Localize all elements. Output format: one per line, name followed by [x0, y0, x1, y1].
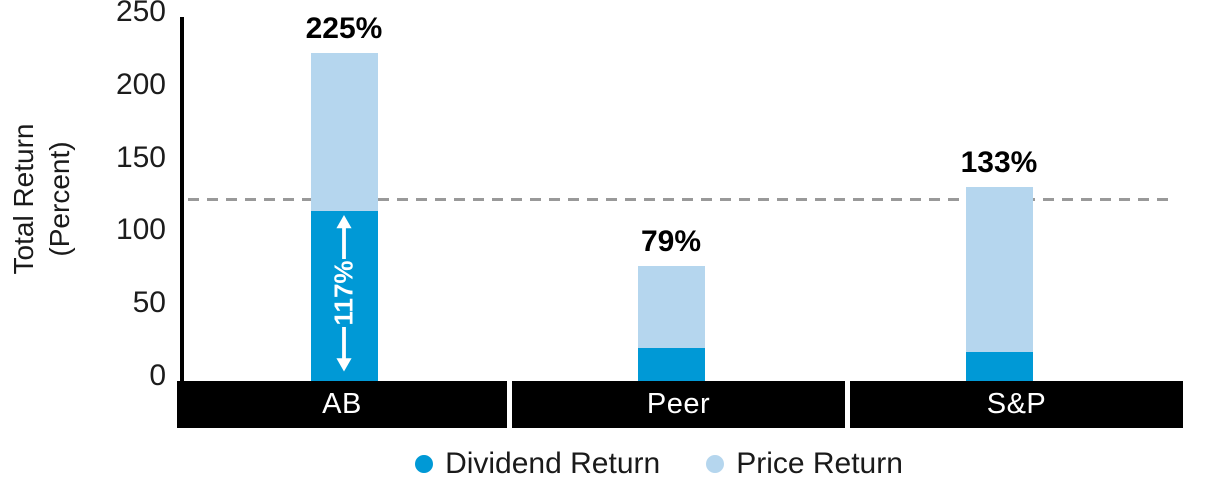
bar-segment-dividend-Peer: [637, 347, 705, 381]
legend-label: Price Return: [736, 447, 903, 480]
y-tick-label: 200: [115, 67, 166, 101]
legend-ring-icon: [706, 455, 725, 473]
bar-segment-dividend-S&P: [965, 351, 1033, 381]
arrow-down-icon: [336, 327, 352, 372]
x-axis-label-Peer: Peer: [512, 381, 845, 428]
y-tick-label: 50: [132, 286, 166, 320]
y-tick-label: 0: [149, 359, 166, 392]
bar-total-label-S&P: 133%: [960, 146, 1038, 180]
legend-label: Dividend Return: [445, 447, 661, 480]
dividend-annotation: 117%: [311, 211, 378, 381]
bar-total-label-AB: 225%: [305, 12, 383, 46]
y-tick-label: 150: [115, 140, 166, 174]
y-tick-label: 250: [115, 0, 166, 28]
arrow-up-icon: [336, 214, 352, 260]
y-tick-label: 100: [115, 213, 166, 247]
legend-item-dividend-return: Dividend Return: [415, 447, 660, 481]
legend-ring-icon: [415, 455, 434, 473]
reference-dashed-line: [188, 198, 1170, 201]
bar-total-label-Peer: 79%: [640, 224, 702, 258]
x-axis-label-AB: AB: [177, 381, 507, 428]
legend-item-price-return: Price Return: [706, 447, 903, 481]
bar-segment-price-S&P: [965, 187, 1033, 352]
y-axis-line: [180, 17, 184, 381]
annotation-text-wrap: 117%: [311, 259, 378, 327]
bar-segment-price-Peer: [637, 265, 705, 348]
x-axis-label-S&P: S&P: [850, 381, 1183, 428]
bar-segment-price-AB: [310, 53, 378, 211]
chart-legend: Dividend Return Price Return: [56, 447, 1206, 481]
annotation-label: 117%: [328, 260, 359, 326]
